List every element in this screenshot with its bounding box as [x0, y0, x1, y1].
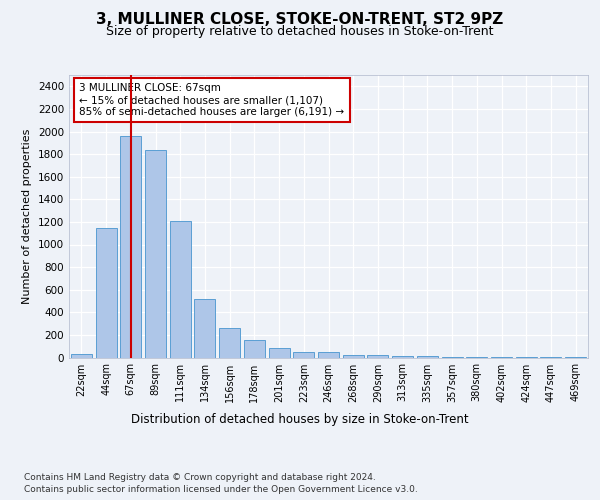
- Bar: [466, 357, 487, 358]
- Bar: [269, 348, 290, 358]
- Bar: [491, 357, 512, 358]
- Text: Contains HM Land Registry data © Crown copyright and database right 2024.: Contains HM Land Registry data © Crown c…: [24, 472, 376, 482]
- Bar: [194, 300, 215, 358]
- Bar: [219, 328, 240, 358]
- Bar: [95, 228, 116, 358]
- Bar: [392, 356, 413, 358]
- Bar: [293, 352, 314, 358]
- Bar: [145, 150, 166, 358]
- Bar: [71, 354, 92, 358]
- Bar: [541, 357, 562, 358]
- Text: Contains public sector information licensed under the Open Government Licence v3: Contains public sector information licen…: [24, 485, 418, 494]
- Text: Distribution of detached houses by size in Stoke-on-Trent: Distribution of detached houses by size …: [131, 412, 469, 426]
- Bar: [442, 356, 463, 358]
- Text: 3, MULLINER CLOSE, STOKE-ON-TRENT, ST2 9PZ: 3, MULLINER CLOSE, STOKE-ON-TRENT, ST2 9…: [97, 12, 503, 28]
- Bar: [318, 352, 339, 358]
- Y-axis label: Number of detached properties: Number of detached properties: [22, 128, 32, 304]
- Bar: [244, 340, 265, 357]
- Bar: [565, 357, 586, 358]
- Bar: [417, 356, 438, 358]
- Bar: [170, 221, 191, 358]
- Bar: [516, 357, 537, 358]
- Bar: [120, 136, 141, 358]
- Text: 3 MULLINER CLOSE: 67sqm
← 15% of detached houses are smaller (1,107)
85% of semi: 3 MULLINER CLOSE: 67sqm ← 15% of detache…: [79, 84, 344, 116]
- Text: Size of property relative to detached houses in Stoke-on-Trent: Size of property relative to detached ho…: [106, 25, 494, 38]
- Bar: [343, 354, 364, 358]
- Bar: [367, 355, 388, 358]
